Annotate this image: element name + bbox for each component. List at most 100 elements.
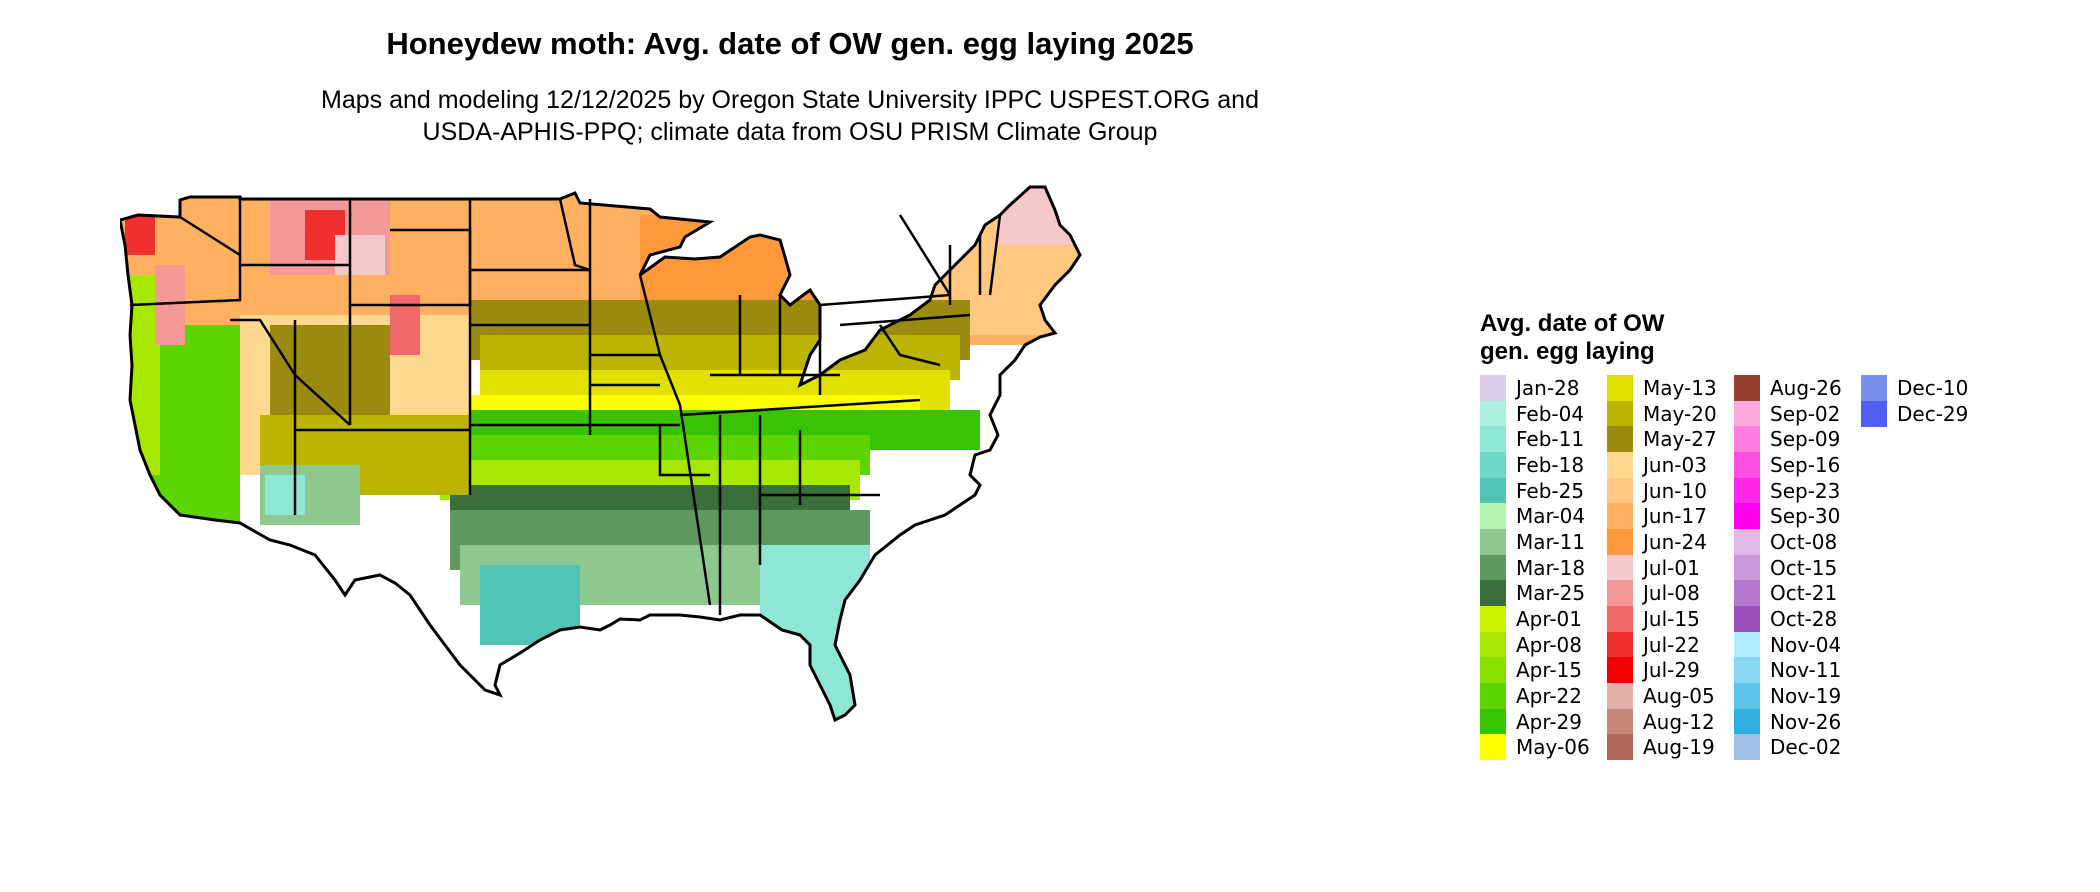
legend-swatch — [1734, 451, 1760, 478]
legend-item: Jul-15 — [1607, 606, 1734, 633]
legend-item: Mar-11 — [1480, 528, 1607, 555]
legend-label: May-13 — [1643, 375, 1717, 400]
legend-swatch — [1734, 374, 1760, 401]
legend-item: Jan-28 — [1480, 374, 1607, 401]
legend-swatch — [1480, 426, 1506, 453]
legend-item: May-27 — [1607, 426, 1734, 453]
region-wyoming-pink — [335, 235, 385, 275]
legend-item: Sep-30 — [1734, 503, 1861, 530]
legend-swatch — [1607, 554, 1633, 581]
legend-item: Sep-02 — [1734, 400, 1861, 427]
legend-swatch — [1480, 400, 1506, 427]
legend-label: Oct-21 — [1770, 581, 1838, 606]
subtitle-line-2: USDA-APHIS-PPQ; climate data from OSU PR… — [422, 118, 1158, 146]
legend-label: Sep-23 — [1770, 478, 1841, 503]
legend-item: Apr-22 — [1480, 683, 1607, 710]
legend-label: Sep-09 — [1770, 427, 1841, 452]
legend-item: Jun-24 — [1607, 528, 1734, 555]
legend-label: Dec-29 — [1897, 401, 1969, 426]
region-texas-coast — [480, 565, 580, 645]
legend-label: Sep-16 — [1770, 452, 1841, 477]
legend-item: May-13 — [1607, 374, 1734, 401]
legend-label: Oct-28 — [1770, 607, 1838, 632]
legend-item: Jun-17 — [1607, 503, 1734, 530]
legend-label: Feb-04 — [1516, 401, 1585, 426]
legend-label: Nov-19 — [1770, 684, 1842, 709]
legend-label: Dec-10 — [1897, 375, 1969, 400]
legend-swatch — [1734, 631, 1760, 658]
legend-swatch — [1480, 683, 1506, 710]
region-cascades-red — [125, 195, 155, 255]
legend-label: Oct-15 — [1770, 555, 1838, 580]
legend-column: May-13 May-20 May-27 Jun-03 Jun-10 Jun-17 Jun-… — [1607, 374, 1734, 761]
legend-label: Nov-04 — [1770, 632, 1842, 657]
region-sierra-pink — [155, 265, 185, 345]
legend-item: Aug-19 — [1607, 734, 1734, 761]
legend-label: Sep-02 — [1770, 401, 1841, 426]
legend-label: May-20 — [1643, 401, 1717, 426]
legend-swatch — [1480, 657, 1506, 684]
legend-item: Nov-19 — [1734, 683, 1861, 710]
legend-swatch — [1480, 528, 1506, 555]
legend-item: Apr-15 — [1480, 657, 1607, 684]
legend-item: Dec-02 — [1734, 734, 1861, 761]
legend-label: Jul-08 — [1643, 581, 1700, 606]
legend-swatch — [1480, 606, 1506, 633]
legend-swatch — [1607, 528, 1633, 555]
legend-swatch — [1480, 734, 1506, 761]
legend-item: Mar-18 — [1480, 554, 1607, 581]
legend-swatch — [1861, 400, 1887, 427]
legend-swatch — [1734, 580, 1760, 607]
legend-item: Feb-18 — [1480, 451, 1607, 478]
legend-swatch — [1734, 503, 1760, 530]
legend-item: Oct-08 — [1734, 528, 1861, 555]
legend-swatch — [1734, 683, 1760, 710]
legend-item: Sep-09 — [1734, 426, 1861, 453]
legend-swatch — [1607, 503, 1633, 530]
legend-label: Dec-02 — [1770, 735, 1842, 760]
legend-item: Feb-04 — [1480, 400, 1607, 427]
legend-item: Apr-29 — [1480, 708, 1607, 735]
legend-label: Jan-28 — [1516, 375, 1580, 400]
legend-label: Aug-05 — [1643, 684, 1715, 709]
legend-item: Sep-23 — [1734, 477, 1861, 504]
legend-swatch — [1607, 580, 1633, 607]
legend: Avg. date of OW gen. egg laying Jan-28 Fe… — [1480, 310, 2080, 770]
legend-swatch — [1734, 554, 1760, 581]
legend-label: May-06 — [1516, 735, 1590, 760]
legend-column: Jan-28 Feb-04 Feb-11 Feb-18 Feb-25 Mar-04 Mar-… — [1480, 374, 1607, 761]
legend-label: Aug-26 — [1770, 375, 1842, 400]
legend-swatch — [1734, 708, 1760, 735]
legend-swatch — [1607, 400, 1633, 427]
legend-swatch — [1607, 683, 1633, 710]
legend-swatch — [1480, 554, 1506, 581]
legend-swatch — [1480, 451, 1506, 478]
legend-swatch — [1734, 426, 1760, 453]
legend-item: Nov-11 — [1734, 657, 1861, 684]
legend-item: Dec-29 — [1861, 400, 1988, 427]
legend-swatch — [1607, 451, 1633, 478]
legend-item: Feb-11 — [1480, 426, 1607, 453]
legend-label: Oct-08 — [1770, 529, 1838, 554]
legend-swatch — [1480, 374, 1506, 401]
legend-swatch — [1480, 503, 1506, 530]
legend-swatch — [1480, 631, 1506, 658]
legend-label: Jun-03 — [1643, 452, 1707, 477]
legend-label: Apr-22 — [1516, 684, 1582, 709]
legend-label: Apr-29 — [1516, 709, 1582, 734]
legend-swatch — [1734, 606, 1760, 633]
legend-item: Feb-25 — [1480, 477, 1607, 504]
legend-label: Mar-25 — [1516, 581, 1586, 606]
legend-label: Mar-11 — [1516, 529, 1586, 554]
legend-column: Dec-10 Dec-29 — [1861, 374, 1988, 760]
legend-item: Jun-10 — [1607, 477, 1734, 504]
legend-swatch — [1734, 734, 1760, 761]
subtitle-line-1: Maps and modeling 12/12/2025 by Oregon S… — [321, 86, 1259, 114]
legend-swatch — [1607, 477, 1633, 504]
legend-swatch — [1607, 657, 1633, 684]
legend-swatch — [1607, 708, 1633, 735]
legend-label: Aug-12 — [1643, 709, 1715, 734]
state-borders — [129, 198, 1002, 615]
legend-label: May-27 — [1643, 427, 1717, 452]
legend-label: Aug-19 — [1643, 735, 1715, 760]
